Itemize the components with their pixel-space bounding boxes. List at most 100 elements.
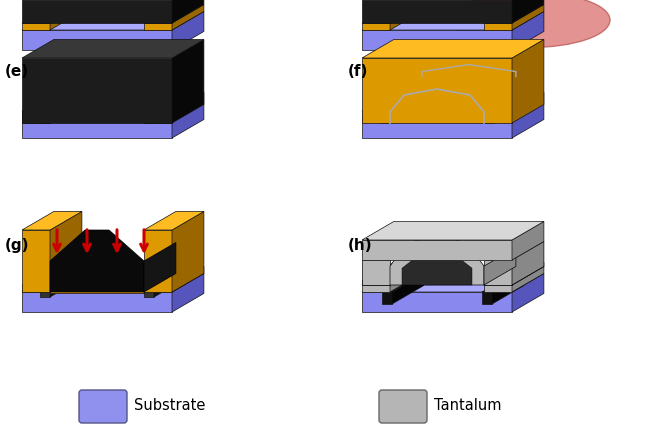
Polygon shape — [482, 273, 524, 292]
Polygon shape — [50, 273, 82, 297]
Polygon shape — [512, 92, 544, 118]
Polygon shape — [390, 4, 422, 30]
Polygon shape — [144, 285, 172, 292]
Polygon shape — [512, 273, 544, 312]
Polygon shape — [484, 92, 544, 111]
Text: (f): (f) — [348, 64, 369, 79]
Polygon shape — [512, 12, 544, 50]
Polygon shape — [22, 211, 82, 230]
Polygon shape — [362, 4, 422, 23]
Polygon shape — [512, 39, 544, 123]
Polygon shape — [390, 99, 422, 123]
Polygon shape — [484, 23, 512, 30]
Polygon shape — [172, 4, 204, 30]
Polygon shape — [144, 111, 172, 118]
Polygon shape — [144, 111, 172, 123]
Polygon shape — [50, 99, 82, 123]
Polygon shape — [512, 222, 544, 260]
Polygon shape — [484, 266, 544, 285]
Ellipse shape — [450, 0, 610, 48]
Polygon shape — [22, 111, 50, 118]
Polygon shape — [362, 92, 422, 111]
Polygon shape — [402, 241, 472, 285]
Polygon shape — [362, 292, 512, 312]
Polygon shape — [362, 12, 544, 30]
Polygon shape — [362, 262, 422, 281]
Polygon shape — [484, 4, 544, 23]
FancyBboxPatch shape — [79, 390, 127, 423]
Polygon shape — [144, 266, 204, 285]
Polygon shape — [390, 262, 422, 285]
Polygon shape — [390, 266, 422, 292]
Polygon shape — [482, 292, 492, 304]
Polygon shape — [154, 99, 186, 123]
Polygon shape — [22, 4, 82, 23]
Polygon shape — [50, 230, 144, 292]
Polygon shape — [494, 99, 526, 123]
Polygon shape — [22, 12, 204, 30]
Polygon shape — [362, 111, 390, 118]
Polygon shape — [50, 92, 82, 118]
Polygon shape — [382, 273, 424, 292]
Polygon shape — [172, 92, 204, 118]
Polygon shape — [512, 4, 544, 30]
Polygon shape — [144, 273, 186, 292]
Polygon shape — [154, 273, 186, 297]
Polygon shape — [172, 39, 204, 123]
Polygon shape — [362, 39, 544, 58]
Polygon shape — [484, 260, 512, 285]
Polygon shape — [484, 281, 512, 285]
Polygon shape — [50, 266, 176, 285]
Polygon shape — [172, 12, 204, 50]
Polygon shape — [50, 211, 82, 292]
Polygon shape — [22, 23, 50, 30]
Polygon shape — [484, 111, 512, 118]
Polygon shape — [22, 230, 50, 292]
Polygon shape — [362, 240, 512, 260]
Polygon shape — [40, 292, 50, 297]
Polygon shape — [172, 273, 204, 312]
Polygon shape — [144, 211, 204, 230]
Polygon shape — [50, 285, 144, 293]
Polygon shape — [390, 235, 484, 285]
Polygon shape — [362, 285, 390, 292]
Polygon shape — [512, 266, 544, 292]
Polygon shape — [22, 30, 172, 50]
Polygon shape — [512, 262, 544, 285]
Polygon shape — [144, 230, 172, 292]
Polygon shape — [144, 292, 154, 297]
Text: (h): (h) — [348, 238, 373, 253]
Polygon shape — [512, 241, 544, 285]
Text: (e): (e) — [5, 64, 29, 79]
Polygon shape — [380, 99, 422, 118]
Polygon shape — [172, 211, 204, 292]
Polygon shape — [22, 39, 204, 58]
Polygon shape — [172, 266, 204, 292]
Polygon shape — [512, 99, 544, 138]
Polygon shape — [144, 99, 186, 118]
Polygon shape — [382, 292, 392, 304]
Polygon shape — [362, 23, 390, 30]
Polygon shape — [144, 266, 176, 293]
Polygon shape — [484, 118, 494, 123]
Polygon shape — [22, 58, 172, 123]
Polygon shape — [484, 285, 512, 292]
Polygon shape — [392, 273, 424, 304]
Text: (g): (g) — [5, 238, 29, 253]
Polygon shape — [144, 243, 176, 292]
Polygon shape — [172, 99, 204, 138]
Polygon shape — [362, 266, 422, 285]
Polygon shape — [40, 118, 50, 123]
Polygon shape — [22, 292, 172, 312]
Text: Tantalum: Tantalum — [434, 398, 502, 413]
Polygon shape — [380, 118, 390, 123]
Polygon shape — [362, 118, 512, 138]
Polygon shape — [50, 4, 82, 30]
Polygon shape — [22, 118, 172, 138]
Polygon shape — [484, 262, 544, 281]
Polygon shape — [512, 0, 544, 23]
Polygon shape — [22, 99, 204, 118]
Polygon shape — [22, 285, 50, 292]
Polygon shape — [362, 58, 512, 123]
Polygon shape — [50, 266, 82, 292]
